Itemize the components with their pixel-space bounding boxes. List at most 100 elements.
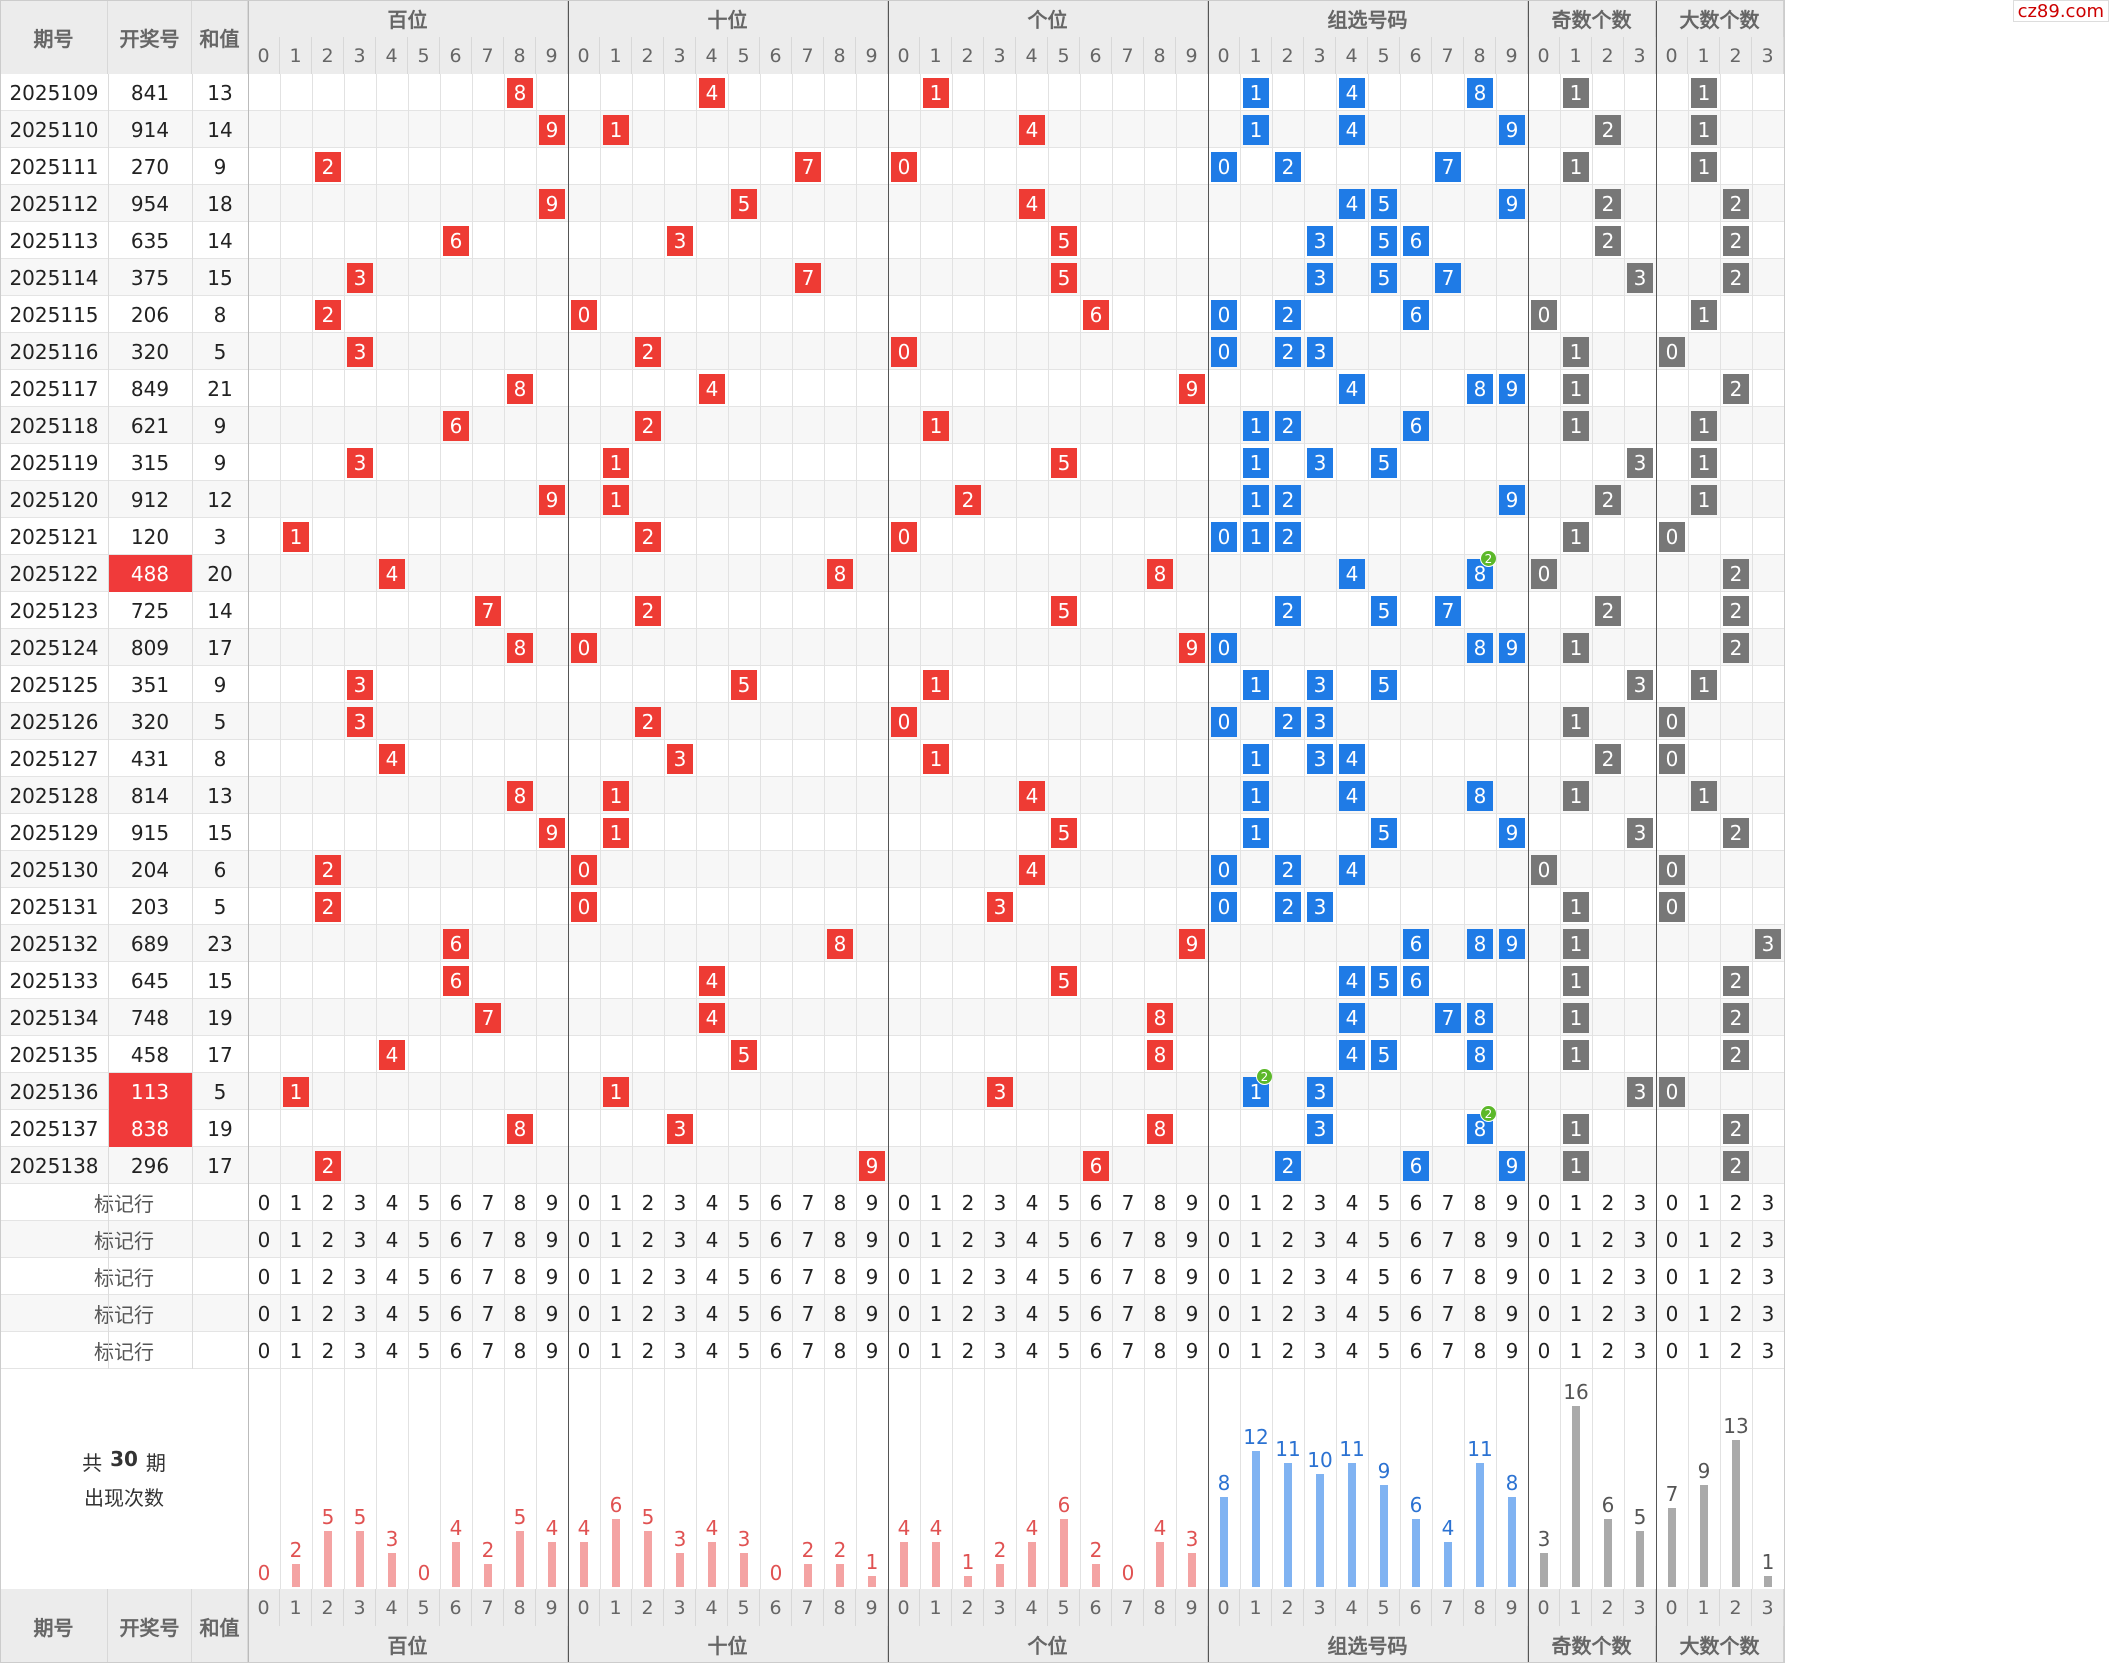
position-digit-cell: 8	[507, 633, 533, 663]
group-digit-cell: 8	[1467, 374, 1493, 404]
digit-header: 2	[952, 37, 984, 74]
draw-number: 635	[130, 228, 170, 253]
position-digit-cell: 7	[475, 596, 501, 626]
big-count-cell: 2	[1723, 189, 1749, 219]
digit-header: 9	[1176, 37, 1208, 74]
marker-digit: 2	[1729, 1190, 1743, 1215]
odd-count-cell: 1	[1563, 1151, 1589, 1181]
position-digit-cell: 4	[1019, 189, 1045, 219]
sum: 20	[207, 561, 233, 586]
big-count-cell: 1	[1691, 152, 1717, 182]
group-digit-cell: 2	[1275, 596, 1301, 626]
row-background	[0, 1221, 1784, 1258]
position-digit-cell: 3	[347, 263, 373, 293]
draw-number: 849	[130, 376, 170, 401]
group-digit-cell: 0	[1211, 522, 1237, 552]
draw-number: 814	[130, 783, 170, 808]
digit-header: 0	[1656, 37, 1688, 74]
sum: 23	[207, 931, 233, 956]
marker-digit: 9	[1185, 1190, 1199, 1215]
group-digit-cell: 3	[1307, 744, 1333, 774]
group-digit-cell: 3	[1307, 1077, 1333, 1107]
digit-header: 1	[600, 37, 632, 74]
position-digit-cell: 6	[443, 966, 469, 996]
position-digit-cell: 8	[507, 781, 533, 811]
digit-header: 4	[376, 37, 408, 74]
group-digit-cell: 4	[1339, 374, 1365, 404]
marker-digit: 9	[545, 1190, 559, 1215]
draw-number: 748	[130, 1005, 170, 1030]
position-digit-cell: 5	[731, 189, 757, 219]
group-digit-cell: 1	[1243, 781, 1269, 811]
odd-count-cell: 1	[1563, 966, 1589, 996]
odd-count-cell: 2	[1595, 744, 1621, 774]
marker-digit: 8	[833, 1190, 847, 1215]
big-count-cell: 1	[1691, 448, 1717, 478]
digit-header: 8	[1144, 37, 1176, 74]
group-digit-cell: 2	[1275, 892, 1301, 922]
digit-header: 6	[440, 37, 472, 74]
group-digit-cell: 4	[1339, 115, 1365, 145]
big-count-cell: 3	[1755, 929, 1781, 959]
group-digit-cell: 3	[1307, 707, 1333, 737]
big-count-cell: 1	[1691, 115, 1717, 145]
group-digit-cell: 0	[1211, 707, 1237, 737]
digit-header: 4	[1016, 37, 1048, 74]
odd-count-cell: 0	[1531, 855, 1557, 885]
period: 2025124	[9, 635, 99, 660]
big-count-cell: 2	[1723, 374, 1749, 404]
group-digit-cell: 1	[1243, 670, 1269, 700]
odd-count-cell: 3	[1627, 670, 1653, 700]
position-digit-cell: 2	[635, 411, 661, 441]
marker-digit: 8	[1153, 1190, 1167, 1215]
group-digit-cell: 2	[1275, 1151, 1301, 1181]
position-digit-cell: 9	[539, 189, 565, 219]
period: 2025127	[9, 746, 99, 771]
group-digit-cell: 1	[1243, 78, 1269, 108]
sum: 3	[213, 524, 227, 549]
odd-count-cell: 1	[1563, 633, 1589, 663]
position-digit-cell: 8	[1147, 559, 1173, 589]
group-digit-cell: 5	[1371, 670, 1397, 700]
position-digit-cell: 3	[987, 1077, 1013, 1107]
odd-count-cell: 1	[1563, 1040, 1589, 1070]
period: 2025134	[9, 1005, 99, 1030]
row-background	[0, 111, 1784, 148]
odd-count-cell: 3	[1627, 263, 1653, 293]
marker-digit: 4	[1025, 1190, 1039, 1215]
digit-header: 2	[1720, 37, 1752, 74]
digit-header: 3	[1304, 37, 1336, 74]
position-digit-cell: 5	[731, 670, 757, 700]
group-digit-cell: 7	[1435, 152, 1461, 182]
position-digit-cell: 2	[315, 300, 341, 330]
marker-digit: 0	[1537, 1190, 1551, 1215]
digit-header: 2	[1592, 37, 1624, 74]
position-digit-cell: 1	[283, 522, 309, 552]
position-digit-cell: 9	[539, 485, 565, 515]
marker-digit: 5	[417, 1227, 431, 1252]
position-digit-cell: 1	[283, 1077, 309, 1107]
odd-count-cell: 2	[1595, 226, 1621, 256]
sum: 15	[207, 820, 233, 845]
digit-header: 7	[472, 37, 504, 74]
group-digit-cell: 2	[1275, 152, 1301, 182]
digit-header: 1	[1240, 37, 1272, 74]
big-count-cell: 2	[1723, 559, 1749, 589]
digit-header: 8	[504, 37, 536, 74]
period: 2025119	[9, 450, 99, 475]
position-digit-cell: 2	[315, 1151, 341, 1181]
group-digit-cell: 5	[1371, 596, 1397, 626]
position-digit-cell: 2	[315, 892, 341, 922]
group-digit-cell: 4	[1339, 78, 1365, 108]
position-digit-cell: 8	[507, 78, 533, 108]
marker-digit: 5	[737, 1190, 751, 1215]
big-count-cell: 1	[1691, 78, 1717, 108]
draw-number: 375	[130, 265, 170, 290]
group-digit-cell: 8	[1467, 781, 1493, 811]
period: 2025121	[9, 524, 99, 549]
digit-header: 3	[1752, 37, 1784, 74]
marker-digit: 5	[1057, 1190, 1071, 1215]
digit-header: 3	[664, 37, 696, 74]
period: 2025135	[9, 1042, 99, 1067]
